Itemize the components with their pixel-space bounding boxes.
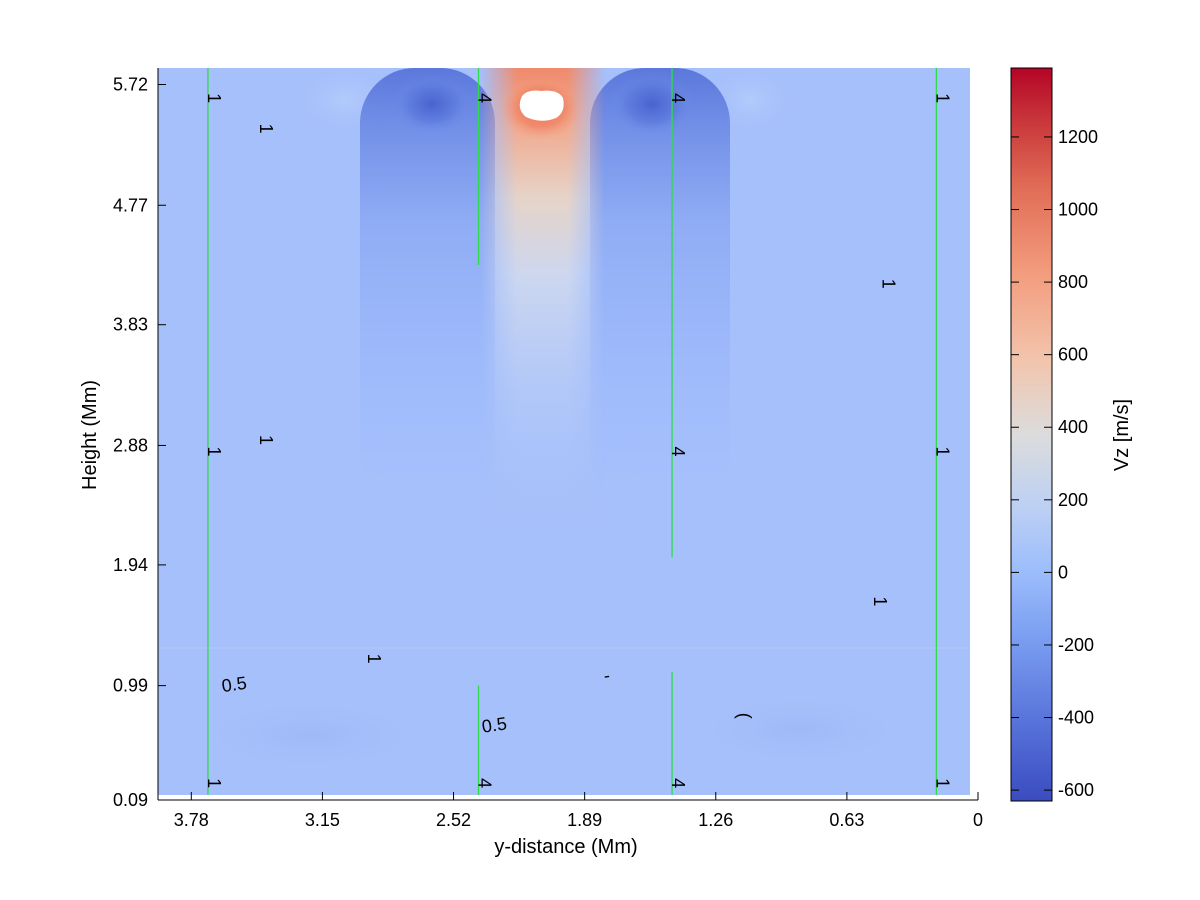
upflow-column — [480, 68, 605, 528]
contour-label: 4 — [668, 446, 688, 456]
colorbar-tick-label: 0 — [1058, 562, 1068, 582]
colorbar-tick-label: 200 — [1058, 490, 1088, 510]
colorbar-tick-label: 800 — [1058, 272, 1088, 292]
contour-label: 1 — [204, 446, 224, 456]
contour-label: 1 — [256, 435, 276, 445]
contour-label: - — [602, 665, 611, 686]
contour-label: 0.5 — [220, 673, 248, 696]
contour-label: 0.5 — [481, 713, 509, 736]
contour-label: 1 — [364, 654, 384, 664]
y-tick-label: 0.09 — [113, 790, 148, 810]
contour-labels: 1 1 4 4 1 1 1 1 4 1 1 1 - 0.5 0.5 (1 4 4 1 — [204, 93, 952, 788]
contour-label: 4 — [475, 93, 495, 103]
x-ticks: 3.78 3.15 2.52 1.89 1.26 0.63 0 — [174, 792, 983, 830]
saturated-region — [519, 90, 564, 121]
colorbar-ticks: -600 -400 -200 0 200 400 600 800 1000 1200 — [1011, 127, 1098, 800]
y-tick-label: 3.83 — [113, 315, 148, 335]
contour-label: ( — [735, 713, 755, 719]
velocity-heatmap: 1 1 4 4 1 1 1 1 4 1 1 1 - 0.5 0.5 (1 4 4 1 — [158, 68, 970, 795]
axes: 3.78 3.15 2.52 1.89 1.26 0.63 0 0.09 0.99 1.94 2.… — [79, 68, 983, 858]
y-ticks: 0.09 0.99 1.94 2.88 3.83 4.77 5.72 — [113, 75, 166, 810]
contour-label: 1 — [878, 279, 898, 289]
colorbar-label: Vz [m/s] — [1111, 399, 1133, 471]
x-tick-label: 0 — [973, 810, 983, 830]
contour-label: 1 — [932, 446, 952, 456]
downflow-left — [360, 68, 495, 508]
contour-label: 1 — [204, 778, 224, 788]
x-tick-label: 2.52 — [436, 810, 471, 830]
y-tick-label: 0.99 — [113, 676, 148, 696]
colorbar-gradient — [1010, 67, 1053, 802]
y-axis-label: Height (Mm) — [79, 380, 101, 490]
y-tick-label: 1.94 — [113, 555, 148, 575]
downflow-left-core — [392, 74, 472, 134]
colorbar-tick-label: 600 — [1058, 345, 1088, 365]
contour-label: 4 — [668, 93, 688, 103]
colorbar-tick-label: -200 — [1058, 635, 1094, 655]
y-tick-label: 4.77 — [113, 195, 148, 215]
x-axis-label: y-distance (Mm) — [494, 836, 637, 858]
y-tick-label: 5.72 — [113, 75, 148, 95]
contour-label: 1 — [256, 124, 276, 134]
colorbar-tick-label: 1000 — [1058, 200, 1098, 220]
x-tick-label: 1.26 — [698, 810, 733, 830]
contour-label: 1 — [932, 778, 952, 788]
downflow-right-core — [610, 72, 694, 136]
colorbar-tick-label: 1200 — [1058, 127, 1098, 147]
colorbar-tick-label: -400 — [1058, 708, 1094, 728]
y-tick-label: 2.88 — [113, 435, 148, 455]
downflow-right — [590, 68, 730, 508]
colorbar: -600 -400 -200 0 200 400 600 800 1000 1200 Vz [m/… — [1010, 67, 1133, 802]
field-lines — [207, 68, 938, 795]
x-tick-label: 0.63 — [829, 810, 864, 830]
contour-label: 1 — [932, 93, 952, 103]
x-tick-label: 3.78 — [174, 810, 209, 830]
x-tick-label: 1.89 — [567, 810, 602, 830]
contour-label: 4 — [475, 778, 495, 788]
low-patch-right — [680, 690, 920, 770]
colorbar-tick-label: 400 — [1058, 417, 1088, 437]
contour-label: 4 — [668, 778, 688, 788]
contour-label: 1 — [870, 596, 890, 606]
colorbar-tick-label: -600 — [1058, 780, 1094, 800]
x-tick-label: 3.15 — [305, 810, 340, 830]
low-patch-left — [180, 695, 440, 775]
contour-label: 1 — [204, 93, 224, 103]
